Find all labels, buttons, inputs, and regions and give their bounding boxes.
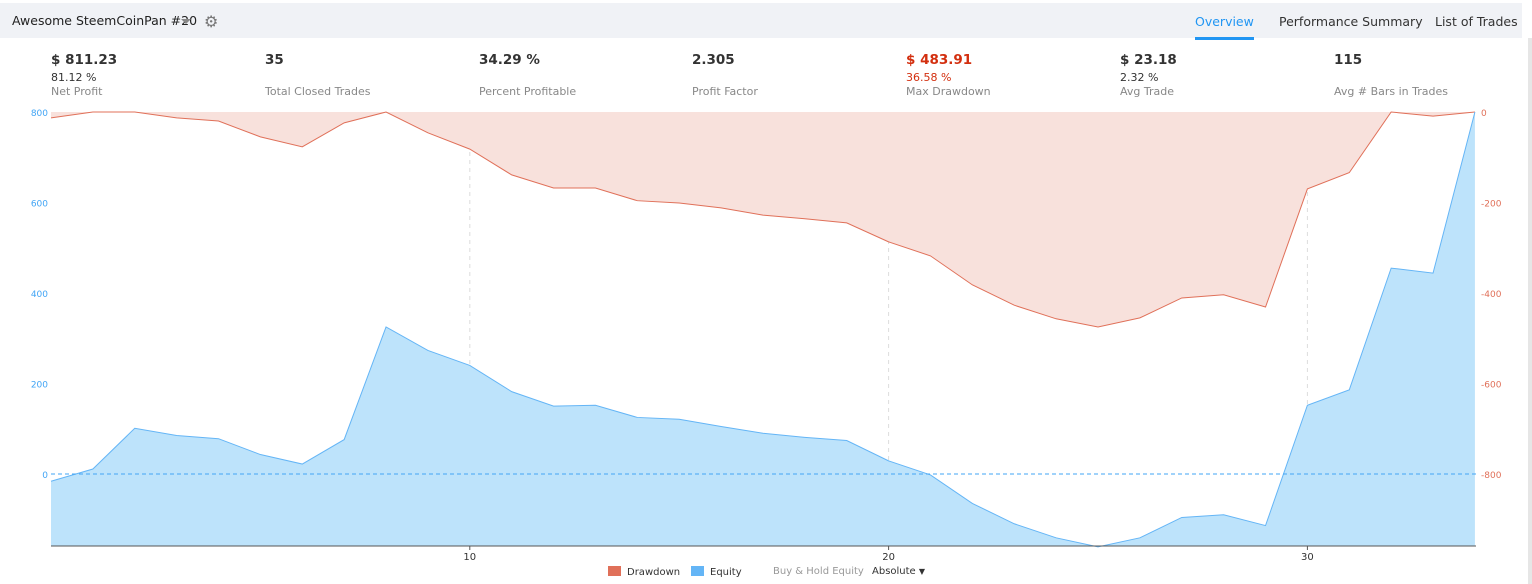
- strategy-title[interactable]: Awesome SteemCoinPan #20: [12, 13, 198, 28]
- left-axis-label: 800: [31, 109, 48, 119]
- chevron-down-icon: ▼: [918, 567, 926, 576]
- legend-buy-hold[interactable]: Buy & Hold Equity: [773, 566, 864, 577]
- stat-sub: 36.58 %: [906, 71, 952, 84]
- x-tick-label: 30: [1301, 552, 1314, 563]
- stat-label: Percent Profitable: [479, 85, 577, 98]
- tab-overview[interactable]: Overview: [1195, 14, 1254, 40]
- stat-net-profit: $ 811.23 81.12 % Net Profit: [51, 52, 117, 98]
- scrollbar[interactable]: [1528, 38, 1532, 584]
- stat-value: 34.29 %: [479, 52, 540, 68]
- stat-label: Avg Trade: [1120, 85, 1174, 98]
- stat-avg-bars-in-trades: 115 Avg # Bars in Trades: [1334, 52, 1448, 98]
- drawdown-line: [50, 111, 1475, 328]
- legend-drawdown[interactable]: Drawdown: [608, 566, 680, 578]
- left-axis-label: 600: [31, 200, 48, 210]
- drawdown-area: [51, 112, 1475, 327]
- stat-label: Net Profit: [51, 85, 103, 98]
- equity-swatch: [691, 566, 704, 576]
- stat-total-closed-trades: 35 Total Closed Trades: [265, 52, 370, 98]
- right-axis-label: -800: [1481, 471, 1502, 481]
- tab-list-of-trades[interactable]: List of Trades: [1435, 14, 1518, 29]
- chevron-down-icon[interactable]: [181, 19, 191, 24]
- equity-area: [51, 112, 1475, 547]
- mode-dropdown[interactable]: Absolute ▼: [872, 566, 925, 577]
- right-axis-label: -400: [1481, 290, 1502, 300]
- stat-value: 115: [1334, 52, 1363, 68]
- stat-value: 35: [265, 52, 284, 68]
- x-tick-label: 10: [463, 552, 476, 563]
- right-axis-label: 0: [1481, 109, 1487, 119]
- stat-value: 2.305: [692, 52, 735, 68]
- stat-max-drawdown: $ 483.91 36.58 % Max Drawdown: [906, 52, 991, 98]
- left-axis-label: 200: [31, 381, 48, 391]
- left-axis-label: 0: [42, 471, 48, 481]
- stat-percent-profitable: 34.29 % Percent Profitable: [479, 52, 576, 98]
- legend-equity-label: Equity: [710, 567, 742, 578]
- drawdown-swatch: [608, 566, 621, 576]
- legend-equity[interactable]: Equity: [691, 566, 742, 578]
- legend-drawdown-label: Drawdown: [627, 567, 681, 578]
- tab-performance-summary[interactable]: Performance Summary: [1279, 14, 1423, 29]
- stat-value: $ 811.23: [51, 52, 118, 68]
- stat-avg-trade: $ 23.18 2.32 % Avg Trade: [1120, 52, 1177, 98]
- stat-value: $ 23.18: [1120, 52, 1177, 68]
- stat-sub: 81.12 %: [51, 71, 97, 84]
- mode-label: Absolute: [872, 566, 916, 577]
- stat-label: Max Drawdown: [906, 85, 991, 98]
- stat-sub: 2.32 %: [1120, 71, 1159, 84]
- right-axis-label: -600: [1481, 381, 1502, 391]
- left-axis-label: 400: [31, 290, 48, 300]
- x-tick-label: 20: [882, 552, 895, 563]
- header-bar: Awesome SteemCoinPan #20 ⚙ Overview Perf…: [0, 0, 1522, 40]
- stat-profit-factor: 2.305 Profit Factor: [692, 52, 758, 98]
- gear-icon[interactable]: ⚙: [204, 12, 219, 31]
- stat-label: Avg # Bars in Trades: [1334, 85, 1448, 98]
- stat-value: $ 483.91: [906, 52, 973, 68]
- stat-label: Total Closed Trades: [265, 85, 371, 98]
- equity-line: [50, 111, 1476, 548]
- right-axis-label: -200: [1481, 200, 1502, 210]
- stat-label: Profit Factor: [692, 85, 758, 98]
